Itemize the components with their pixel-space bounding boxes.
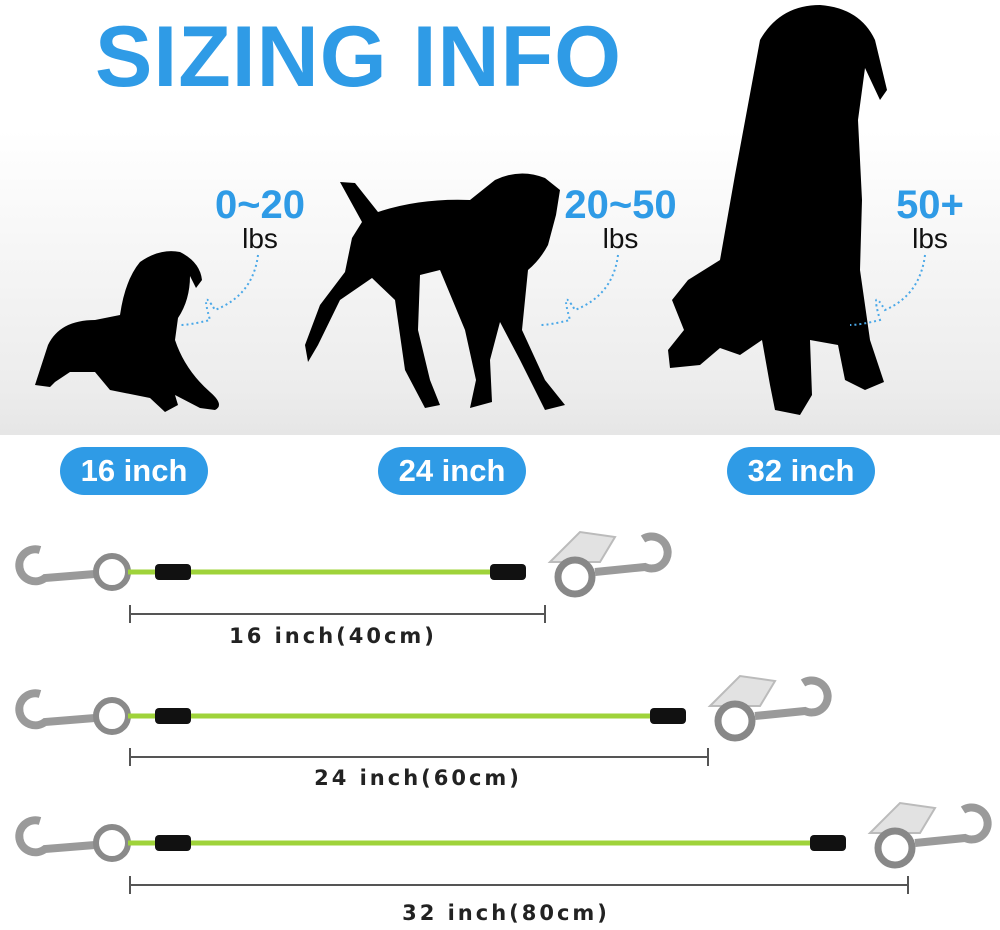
crimp-sleeve	[490, 564, 526, 580]
weight-value: 20~50	[564, 183, 677, 227]
swivel-ring	[874, 827, 916, 869]
length-label-32: 32 inch(80cm)	[402, 901, 610, 925]
size-pill-24: 24 inch	[378, 447, 526, 495]
tie-out-cable	[15, 530, 672, 623]
weight-unit: lbs	[602, 223, 639, 254]
swivel-ring	[93, 697, 131, 735]
dotted-leash-line	[539, 254, 619, 326]
dotted-leash-line	[179, 254, 259, 326]
small-dog-silhouette	[35, 251, 219, 412]
crimp-sleeve	[155, 708, 191, 724]
crimp-sleeve	[810, 835, 846, 851]
crimp-sleeve	[155, 835, 191, 851]
crimp-sleeve	[650, 708, 686, 724]
size-pill-16: 16 inch	[60, 447, 208, 495]
size-pill-32: 32 inch	[727, 447, 875, 495]
seatbelt-buckle	[867, 801, 937, 834]
weight-range-medium: 20~50 lbs	[558, 185, 683, 253]
weight-value: 0~20	[214, 183, 306, 227]
weight-unit: lbs	[912, 223, 948, 254]
crimp-sleeve	[155, 564, 191, 580]
tie-out-cable	[15, 801, 992, 894]
snap-hook-left	[15, 689, 96, 730]
swivel-ring	[554, 556, 596, 598]
page-title: SIZING INFO	[95, 9, 622, 105]
length-label-16: 16 inch(40cm)	[229, 624, 437, 648]
snap-hook-left	[15, 816, 96, 857]
weight-value: 50+	[896, 183, 964, 227]
medium-dog-silhouette	[305, 173, 565, 410]
snap-hook-right	[594, 532, 672, 576]
weight-unit: lbs	[242, 223, 278, 254]
swivel-ring	[93, 553, 131, 591]
large-dog-silhouette	[668, 5, 887, 415]
snap-hook-right	[914, 803, 992, 847]
snap-hook-right	[754, 676, 832, 720]
snap-hook-left	[15, 545, 96, 586]
weight-range-large: 50+ lbs	[880, 185, 980, 253]
seatbelt-buckle	[707, 674, 777, 707]
swivel-ring	[93, 824, 131, 862]
swivel-ring	[714, 700, 756, 742]
weight-range-small: 0~20 lbs	[205, 185, 315, 253]
seatbelt-buckle	[547, 530, 617, 563]
tie-out-cable	[15, 674, 832, 766]
length-label-24: 24 inch(60cm)	[314, 766, 522, 790]
